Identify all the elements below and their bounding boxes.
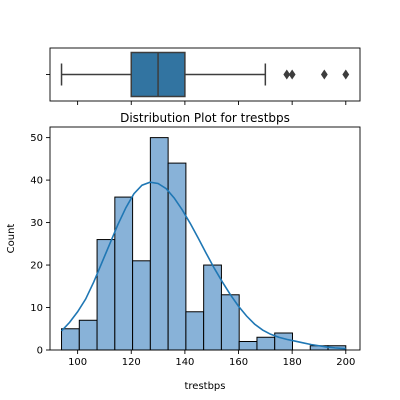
histogram-bar xyxy=(78,319,98,351)
x-tick-label: 200 xyxy=(336,357,355,368)
y-tick-label: 40 xyxy=(30,176,43,187)
y-axis-ticks: 0 10 20 30 40 50 xyxy=(30,133,50,357)
x-tick-label: 160 xyxy=(229,357,248,368)
x-axis-ticks: 100 120 140 160 180 200 xyxy=(68,350,355,368)
y-axis-label: Count xyxy=(6,224,17,254)
histogram-bar xyxy=(149,137,169,351)
y-tick-label: 20 xyxy=(30,261,43,272)
outlier-marker xyxy=(283,69,291,80)
outlier-marker xyxy=(320,69,328,80)
outlier-marker xyxy=(342,69,350,80)
boxplot-ticks xyxy=(46,74,347,105)
histogram-bar xyxy=(256,336,276,351)
histogram-bar xyxy=(96,239,116,351)
y-tick-label: 10 xyxy=(30,303,43,314)
x-tick-label: 140 xyxy=(175,357,194,368)
histogram-bar xyxy=(185,311,205,351)
x-axis-label: trestbps xyxy=(184,381,225,392)
histogram-bar xyxy=(114,196,134,351)
histogram-panel: 100 120 140 160 180 200 0 10 20 30 40 50 xyxy=(30,126,361,368)
y-tick-label: 0 xyxy=(37,346,43,357)
histogram-bar xyxy=(238,341,258,351)
histogram-title: Distribution Plot for trestbps xyxy=(120,111,290,125)
x-tick-label: 100 xyxy=(68,357,87,368)
boxplot-marks xyxy=(60,51,350,98)
y-tick-label: 30 xyxy=(30,218,43,229)
x-tick-label: 180 xyxy=(283,357,302,368)
x-tick-label: 120 xyxy=(122,357,141,368)
kde-line xyxy=(60,181,346,350)
histogram-bar xyxy=(274,332,293,351)
histogram-bar xyxy=(61,328,80,351)
histogram-bar xyxy=(203,264,222,351)
histogram-bar xyxy=(167,162,187,351)
histogram-axes-frame xyxy=(49,126,361,351)
histogram-bar xyxy=(132,260,151,351)
y-tick-label: 50 xyxy=(30,133,43,144)
boxplot-panel xyxy=(46,47,361,105)
outlier-marker xyxy=(288,69,296,80)
